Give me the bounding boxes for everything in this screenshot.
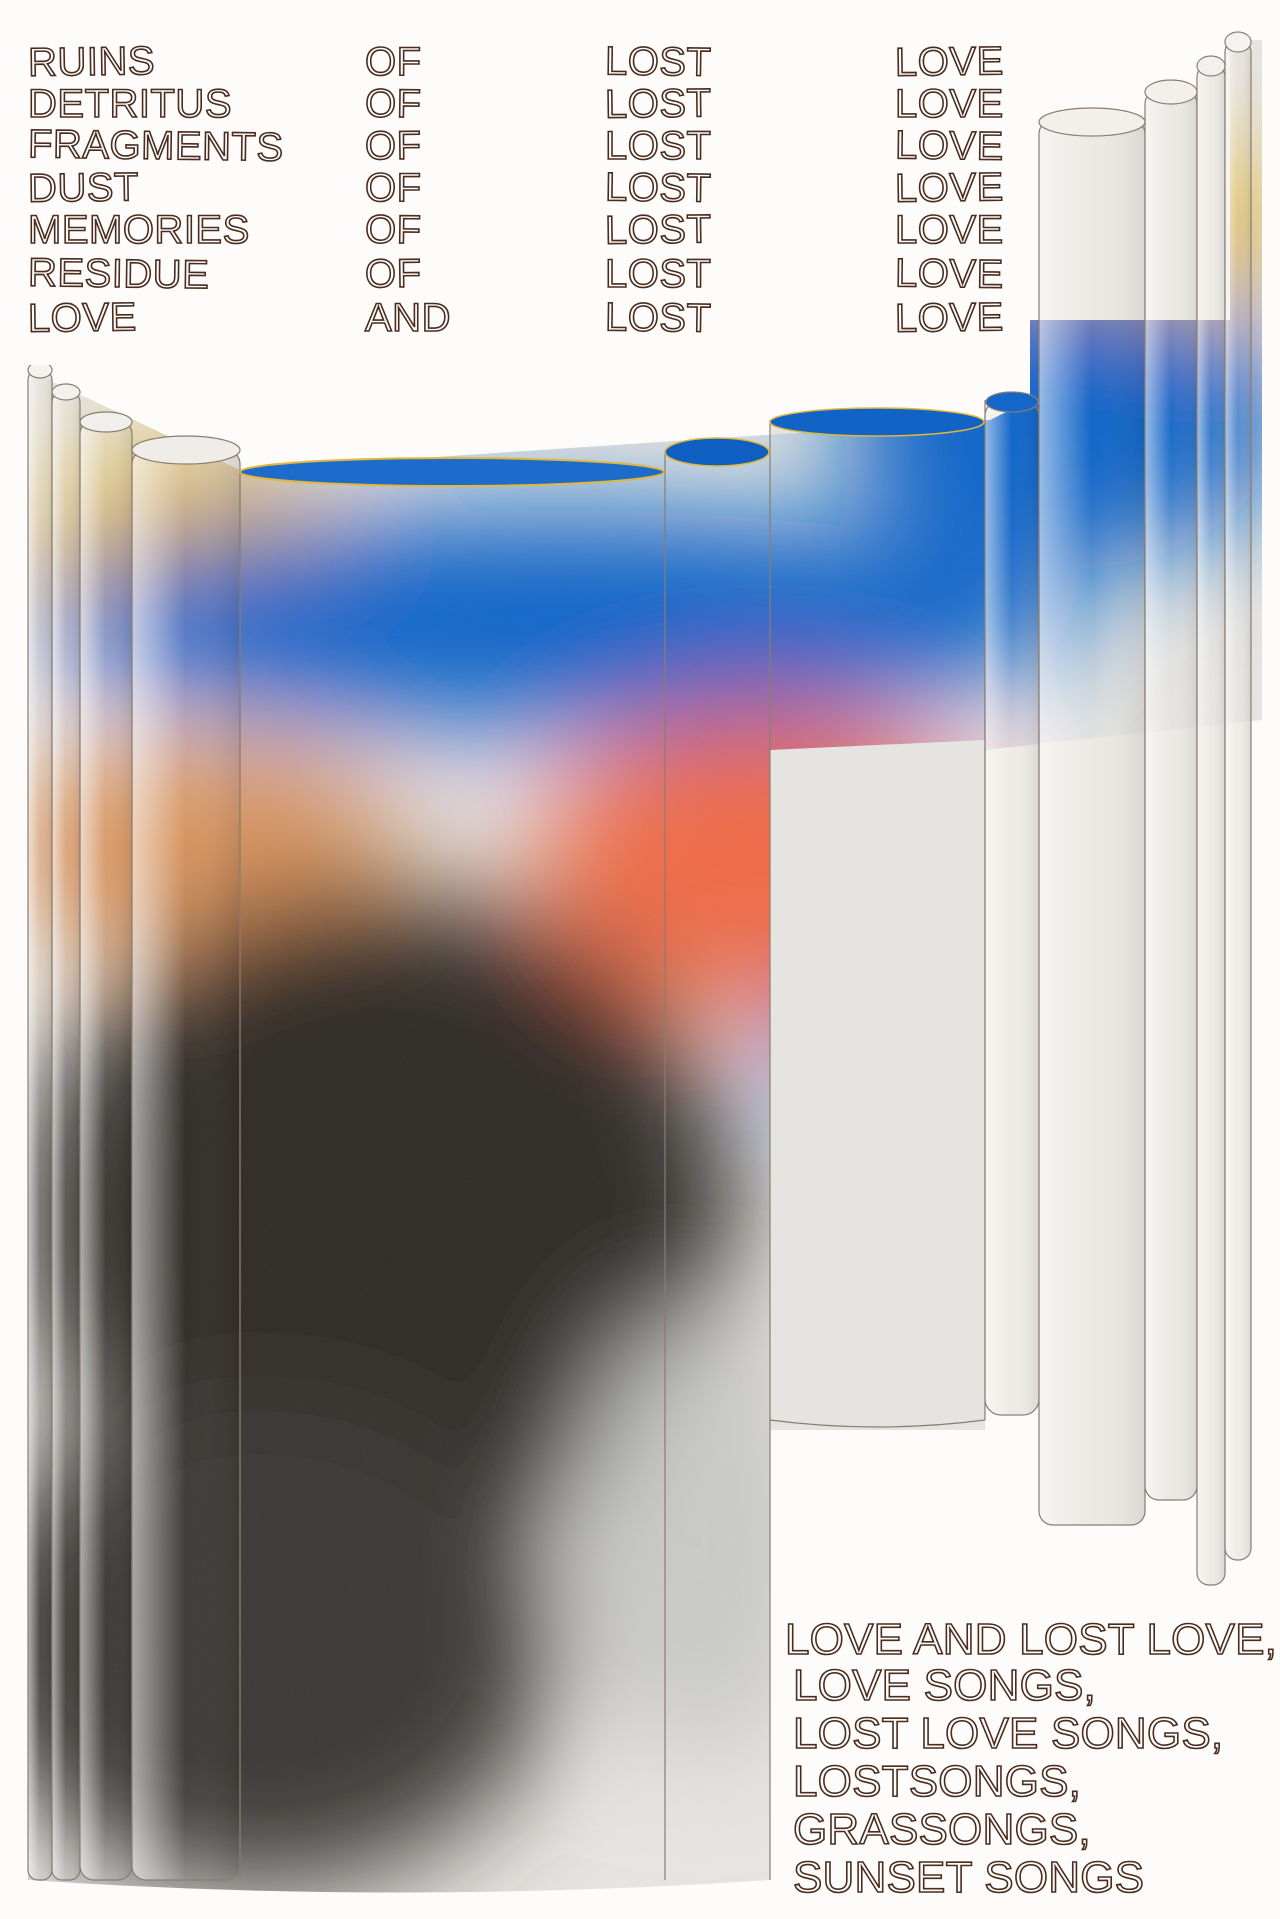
grid-word-r3-c4: LOVE [894, 122, 1005, 169]
caption-line-3: LOST LOVE SONGS, [792, 1709, 1224, 1758]
caption-line-4: LOSTSONGS, [792, 1757, 1082, 1806]
grid-word-r5-c3: LOST [604, 206, 713, 253]
grid-word-r3-c2: OF [364, 123, 423, 169]
grid-word-r6-c2: OF [364, 251, 423, 297]
grid-word-r2-c2: OF [364, 81, 423, 127]
grid-word-r4-c4: LOVE [894, 164, 1005, 211]
grid-word-r4-c3: LOST [604, 164, 713, 211]
grid-word-r1-c1: RUINS [27, 38, 156, 85]
grid-word-r7-c3: LOST [604, 294, 713, 341]
grid-word-r4-c1: DUST [27, 164, 140, 211]
grid-word-r2-c3: LOST [604, 80, 713, 127]
grid-word-r6-c4: LOVE [894, 250, 1005, 297]
caption-line-1: LOVE AND LOST LOVE, [784, 1615, 1278, 1664]
grid-word-r6-c3: LOST [604, 252, 712, 296]
grid-word-r5-c4: LOVE [894, 208, 1004, 252]
caption-line-5: GRASSONGS, [792, 1805, 1091, 1854]
caption-line-6: SUNSET SONGS [792, 1853, 1145, 1902]
caption-line-2: LOVE SONGS, [792, 1661, 1096, 1710]
grid-word-r7-c4: LOVE [894, 294, 1005, 341]
grid-word-r6-c1: RESIDUE [27, 250, 211, 298]
grid-word-r1-c2: OF [364, 40, 422, 84]
grid-word-r3-c3: LOST [604, 124, 712, 168]
grid-word-r5-c2: OF [364, 207, 423, 253]
grid-word-r4-c2: OF [364, 166, 422, 210]
grid-word-r1-c4: LOVE [894, 38, 1005, 85]
grid-word-r3-c1: FRAGMENTS [27, 121, 285, 170]
grid-word-r2-c1: DETRITUS [27, 82, 232, 126]
grid-word-r1-c3: LOST [604, 38, 713, 85]
grid-word-r7-c2: AND [364, 296, 451, 340]
grid-word-r7-c1: LOVE [27, 294, 138, 341]
grid-word-r5-c1: MEMORIES [27, 208, 250, 252]
grid-word-r2-c4: LOVE [894, 82, 1004, 126]
tube-outlines [27, 31, 1252, 1881]
